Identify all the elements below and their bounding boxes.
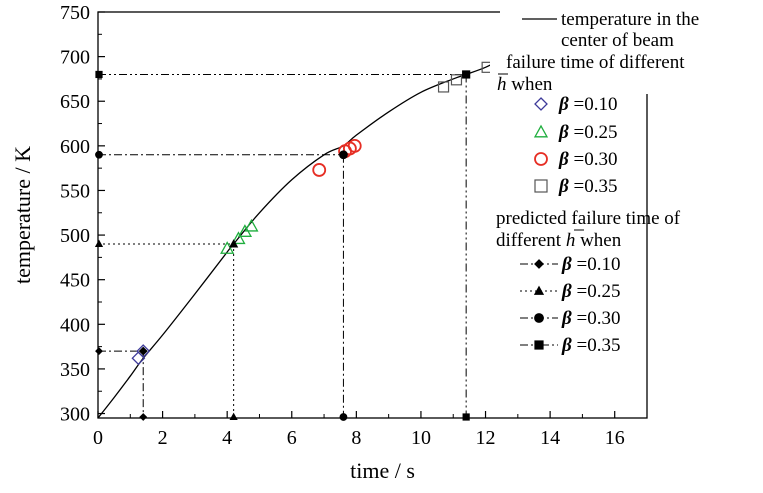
x-tick-label: 8 bbox=[351, 427, 361, 449]
x-tick-label: 14 bbox=[540, 427, 560, 449]
legend-failure-label: β =0.35 bbox=[558, 176, 617, 197]
x-tick-label: 10 bbox=[411, 427, 431, 449]
x-tick-label: 2 bbox=[158, 427, 168, 449]
failure-point bbox=[450, 74, 463, 86]
plot-frame bbox=[97, 11, 648, 419]
legend-failure-marker bbox=[534, 97, 548, 111]
beta-value: =0.30 bbox=[569, 149, 618, 170]
failure-point bbox=[437, 81, 450, 93]
predicted-x-marker bbox=[229, 412, 238, 421]
failure-point bbox=[312, 163, 327, 177]
beta-symbol: β bbox=[561, 308, 572, 329]
legend-predicted-marker bbox=[533, 285, 545, 295]
beta-symbol: β bbox=[558, 149, 569, 170]
y-tick-label: 700 bbox=[60, 47, 90, 69]
beta-value: =0.35 bbox=[572, 335, 621, 356]
when-text: when bbox=[507, 74, 553, 95]
beta-symbol: β bbox=[558, 122, 569, 143]
legend-failure-header-2: h when bbox=[497, 74, 553, 95]
predicted-y-marker bbox=[95, 70, 103, 79]
predicted-x-marker bbox=[462, 413, 470, 421]
x-tick-label: 16 bbox=[605, 427, 625, 449]
legend-predicted-marker bbox=[534, 340, 544, 350]
predicted-x-marker bbox=[339, 413, 348, 421]
x-tick-label: 0 bbox=[93, 427, 103, 449]
y-tick-label: 750 bbox=[60, 2, 90, 24]
beta-value: =0.35 bbox=[569, 176, 618, 197]
x-tick-label: 6 bbox=[287, 427, 297, 449]
y-tick-label: 500 bbox=[60, 225, 90, 247]
x-tick-label: 12 bbox=[476, 427, 496, 449]
y-axis-title: temperature / K bbox=[10, 146, 35, 284]
predicted-guide-lines bbox=[94, 70, 470, 421]
legend-failure-label: β =0.25 bbox=[558, 122, 617, 143]
y-tick-label: 600 bbox=[60, 136, 90, 158]
y-tick-label: 350 bbox=[60, 359, 90, 381]
y-tick-label: 650 bbox=[60, 91, 90, 113]
axes: 0 2 4 6 8 10 12 14 16 300 350 400 450 500 550 600 650 700… bbox=[10, 2, 648, 483]
legend-failure-header: failure time of different bbox=[506, 52, 685, 73]
failure-point bbox=[220, 241, 235, 254]
legend-background bbox=[500, 6, 762, 51]
h-symbol: h bbox=[566, 230, 576, 251]
predicted-point bbox=[339, 150, 348, 160]
beta-symbol: β bbox=[561, 281, 572, 302]
y-tick-label: 400 bbox=[60, 314, 90, 336]
beta-symbol: β bbox=[558, 176, 569, 197]
predicted-y-marker bbox=[94, 239, 104, 248]
legend-predicted-header: predicted failure time of bbox=[496, 208, 681, 229]
predicted-y-marker bbox=[95, 150, 103, 159]
legend-predicted-marker bbox=[534, 313, 544, 323]
beta-value: =0.25 bbox=[569, 122, 618, 143]
predicted-point bbox=[229, 239, 239, 248]
x-tick-label: 4 bbox=[222, 427, 232, 449]
failure-point bbox=[231, 231, 246, 245]
legend-predicted-label: β =0.10 bbox=[561, 254, 620, 275]
h-symbol: h bbox=[497, 74, 507, 95]
failure-point bbox=[244, 218, 259, 232]
legend-curve-label: temperature in the bbox=[561, 9, 699, 30]
when-text: when bbox=[575, 230, 621, 251]
temperature-curve-line bbox=[97, 58, 502, 419]
legend-failure-label: β =0.10 bbox=[558, 94, 617, 115]
beta-value: =0.10 bbox=[572, 254, 621, 275]
beta-symbol: β bbox=[561, 335, 572, 356]
data-points bbox=[131, 61, 493, 366]
predicted-point bbox=[138, 346, 148, 356]
legend-curve-label-2: center of beam bbox=[561, 30, 674, 51]
legend-failure-marker bbox=[534, 152, 548, 166]
legend-predicted-header-2: different h when bbox=[496, 230, 622, 251]
x-axis-title: time / s bbox=[350, 458, 415, 483]
legend-failure-label: β =0.30 bbox=[558, 149, 617, 170]
y-tick-label: 300 bbox=[60, 404, 90, 426]
y-tick-label: 550 bbox=[60, 180, 90, 202]
y-tick-label: 450 bbox=[60, 270, 90, 292]
legend-predicted-label: β =0.35 bbox=[561, 335, 620, 356]
predicted-point bbox=[462, 70, 471, 79]
legend-predicted-label: β =0.30 bbox=[561, 308, 620, 329]
legend-predicted-marker bbox=[534, 259, 544, 269]
temperature-curve bbox=[97, 58, 502, 419]
beta-value: =0.30 bbox=[572, 308, 621, 329]
beta-value: =0.25 bbox=[572, 281, 621, 302]
different-text: different bbox=[496, 230, 566, 251]
predicted-y-marker bbox=[95, 347, 103, 355]
predicted-x-marker bbox=[139, 413, 148, 421]
legend-failure-marker bbox=[534, 179, 548, 193]
beta-value: =0.10 bbox=[569, 94, 618, 115]
legend-predicted-label: β =0.25 bbox=[561, 281, 620, 302]
legend-failure-marker bbox=[533, 124, 549, 138]
failure-point bbox=[136, 344, 151, 358]
beta-symbol: β bbox=[558, 94, 569, 115]
legend-background bbox=[490, 50, 755, 94]
failure-point bbox=[347, 138, 362, 153]
beta-symbol: β bbox=[561, 254, 572, 275]
